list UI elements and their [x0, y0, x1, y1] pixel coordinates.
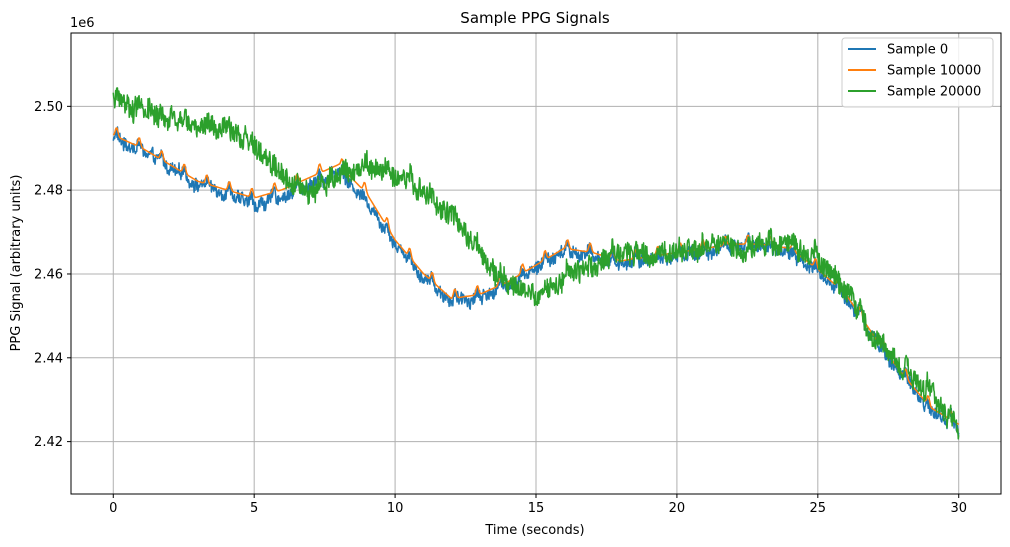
chart-title: Sample PPG Signals — [460, 9, 610, 27]
series-lines — [112, 87, 960, 440]
x-tick-label: 5 — [250, 501, 258, 516]
y-tick-label: 2.50 — [34, 100, 63, 115]
legend: Sample 0 Sample 10000 Sample 20000 — [841, 37, 994, 108]
x-tick-label: 25 — [810, 501, 827, 516]
y-axis-label: PPG Signal (arbitrary units) — [9, 175, 24, 352]
x-axis-label: Time (seconds) — [484, 523, 584, 538]
axis-ticks: 0 5 10 15 20 25 30 2.42 2.44 2.46 2.48 2.50 — [34, 100, 967, 516]
series-line-sample-20000 — [112, 87, 960, 440]
y-offset-text: 1e6 — [70, 16, 95, 31]
legend-entry-label: Sample 0 — [887, 43, 948, 58]
x-tick-label: 15 — [528, 501, 545, 516]
x-tick-label: 30 — [950, 501, 967, 516]
legend-frame — [841, 37, 994, 108]
y-tick-label: 2.46 — [34, 267, 63, 282]
legend-entry-label: Sample 10000 — [887, 64, 981, 79]
x-tick-label: 20 — [669, 501, 686, 516]
y-tick-label: 2.42 — [34, 435, 63, 450]
series-line-sample-10000 — [112, 127, 960, 425]
y-tick-label: 2.48 — [34, 184, 63, 199]
legend-entry-label: Sample 20000 — [887, 85, 981, 100]
y-tick-label: 2.44 — [34, 351, 63, 366]
x-tick-label: 0 — [109, 501, 117, 516]
x-tick-label: 10 — [387, 501, 404, 516]
